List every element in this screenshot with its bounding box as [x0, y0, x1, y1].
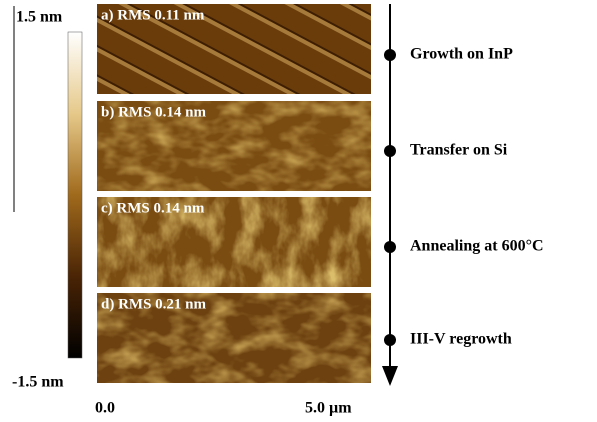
timeline: Growth on InP Transfer on Si Annealing at … — [384, 46, 544, 348]
colorbar — [68, 32, 82, 358]
figure: 1.5 nm -1.5 nm a) RMS 0.11 nm b) RMS 0.14… — [0, 0, 597, 422]
timeline-label: III-V regrowth — [410, 331, 512, 348]
timeline-label: Annealing at 600°C — [410, 238, 544, 255]
timeline-label: Transfer on Si — [410, 142, 508, 159]
panel-label: b) RMS 0.14 nm — [101, 104, 207, 120]
timeline-label: Growth on InP — [410, 46, 513, 63]
panel-label: a) RMS 0.11 nm — [101, 7, 205, 23]
timeline-dot — [384, 334, 396, 346]
x-start: 0.0 — [95, 400, 115, 417]
x-end: 5.0 µm — [305, 400, 352, 417]
timeline-dot — [384, 145, 396, 157]
colorbar-max: 1.5 nm — [16, 9, 63, 26]
panel-label: d) RMS 0.21 nm — [101, 296, 207, 312]
timeline-dot — [384, 241, 396, 253]
panel-label: c) RMS 0.14 nm — [101, 200, 205, 216]
panels: a) RMS 0.11 nm b) RMS 0.14 nm c) RMS 0.14 … — [97, 4, 371, 383]
colorbar-min: -1.5 nm — [12, 374, 64, 391]
timeline-dot — [384, 49, 396, 61]
